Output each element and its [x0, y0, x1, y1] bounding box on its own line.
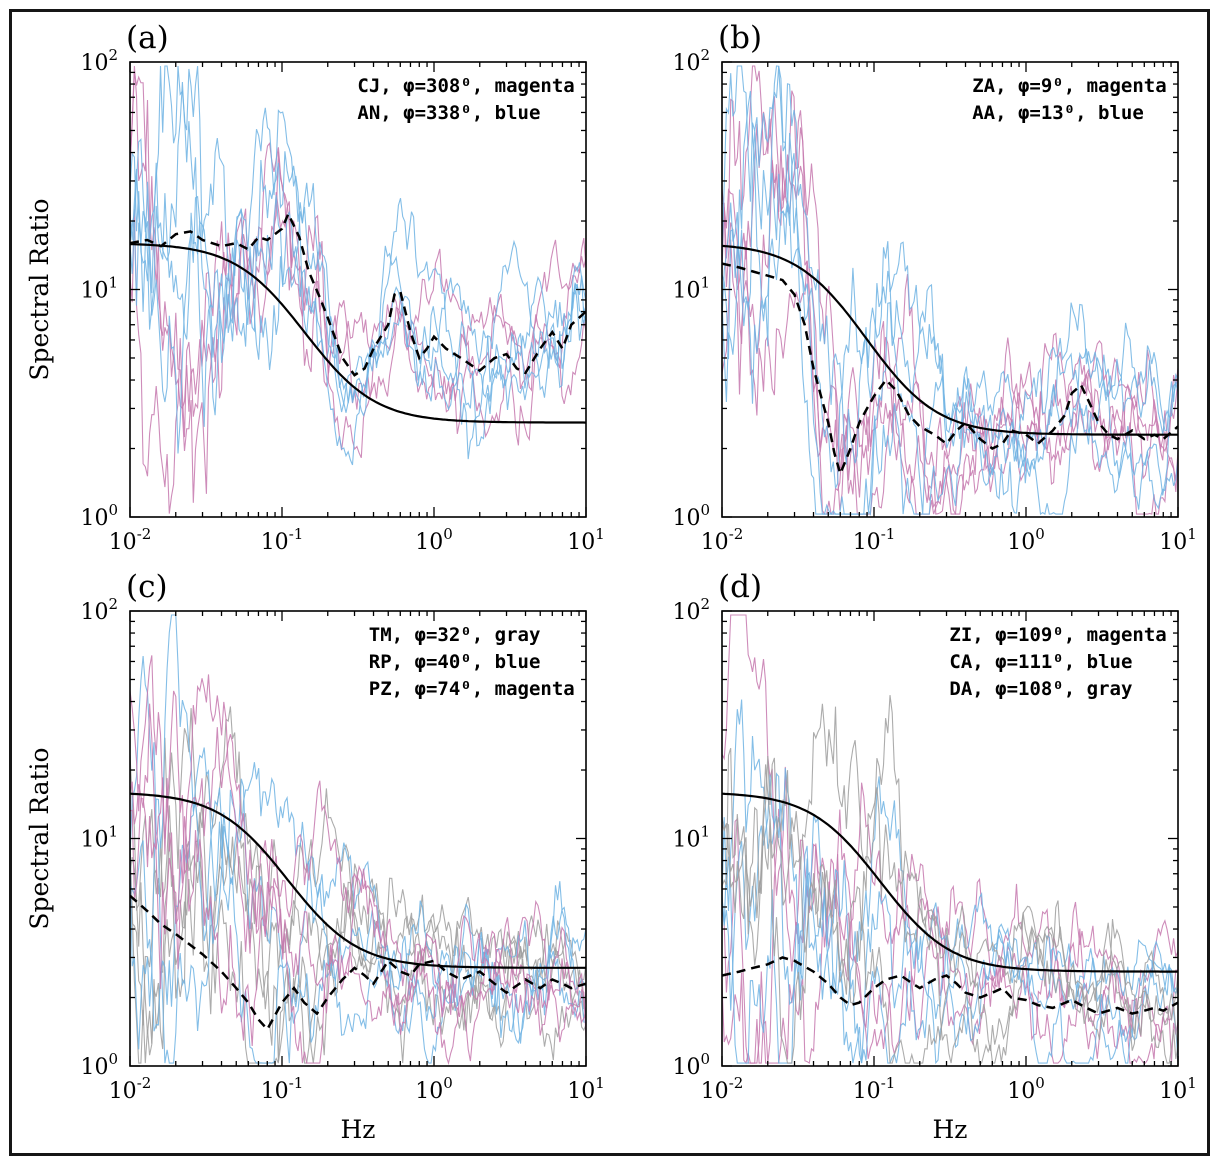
- x-tick-label: 101: [1159, 1074, 1197, 1104]
- legend-line: RP, φ=40⁰, blue: [369, 651, 541, 673]
- x-tick-label: 10-1: [853, 525, 896, 555]
- model-curve: [722, 792, 1178, 973]
- y-axis-label: Spectral Ratio: [25, 198, 54, 380]
- x-tick-label: 100: [1007, 1074, 1045, 1104]
- event-trace-blue: [722, 699, 1178, 1064]
- legend-line: AN, φ=338⁰, blue: [357, 102, 540, 124]
- average-curve: [130, 210, 586, 377]
- axis-ticks: [721, 610, 1179, 1067]
- event-trace-gray: [722, 806, 1178, 1064]
- y-tick-label: 101: [80, 823, 118, 853]
- legend-line: CJ, φ=308⁰, magenta: [357, 75, 574, 97]
- axis-ticks: [721, 61, 1179, 518]
- event-trace-gray: [722, 695, 1178, 1064]
- x-tick-label: 10-1: [853, 1074, 896, 1104]
- x-tick-label: 100: [415, 1074, 453, 1104]
- axis-ticks: [129, 610, 587, 1067]
- event-trace-magenta: [130, 71, 586, 503]
- axis-ticks: [129, 61, 587, 518]
- panel-label: (c): [126, 569, 168, 605]
- y-tick-label: 101: [672, 274, 710, 304]
- plot-area: [130, 65, 586, 514]
- legend-line: PZ, φ=74⁰, magenta: [369, 678, 575, 700]
- average-curve: [722, 956, 1178, 1015]
- event-trace-blue: [130, 614, 586, 1064]
- legend-line: DA, φ=108⁰, gray: [949, 678, 1132, 700]
- x-tick-label: 10-2: [109, 525, 152, 555]
- x-tick-label: 101: [567, 1074, 605, 1104]
- model-curve: [722, 244, 1178, 436]
- x-axis-label: Hz: [341, 1115, 376, 1144]
- legend-line: TM, φ=32⁰, gray: [369, 624, 541, 646]
- y-tick-label: 101: [672, 823, 710, 853]
- event-trace-blue: [130, 65, 586, 460]
- y-tick-label: 100: [672, 1050, 710, 1080]
- y-tick-label: 102: [672, 595, 710, 625]
- event-trace-magenta: [130, 655, 586, 1066]
- event-trace-magenta: [722, 809, 1178, 1065]
- model-curve: [130, 243, 586, 424]
- event-trace-gray: [130, 788, 586, 1049]
- x-axis-label: Hz: [933, 1115, 968, 1144]
- legend-line: AA, φ=13⁰, blue: [972, 102, 1144, 124]
- panel-grid: 10-2 10-1 100 101 100 101 102 (a) CJ, φ=308⁰, ma…: [18, 16, 1207, 1145]
- x-tick-label: 101: [1159, 525, 1197, 555]
- legend-line: ZA, φ=9⁰, magenta: [972, 75, 1166, 97]
- event-trace-blue: [130, 138, 586, 454]
- y-tick-label: 102: [80, 595, 118, 625]
- legend-line: ZI, φ=109⁰, magenta: [949, 624, 1166, 646]
- event-trace-magenta: [130, 674, 586, 1036]
- x-tick-label: 100: [1007, 525, 1045, 555]
- average-curve: [722, 262, 1178, 478]
- x-tick-label: 10-2: [109, 1074, 152, 1104]
- legend-line: CA, φ=111⁰, blue: [949, 651, 1132, 673]
- x-tick-label: 10-2: [701, 525, 744, 555]
- plot-area: [722, 65, 1178, 517]
- panel-a: 10-2 10-1 100 101 100 101 102 (a) CJ, φ=308⁰, ma…: [25, 20, 605, 555]
- plot-area: [722, 614, 1178, 1065]
- event-trace-magenta: [722, 111, 1178, 515]
- event-trace-blue: [722, 65, 1178, 515]
- plot-area: [130, 614, 586, 1066]
- x-tick-label: 10-1: [261, 1074, 304, 1104]
- y-tick-label: 100: [80, 501, 118, 531]
- x-tick-label: 101: [567, 525, 605, 555]
- panel-b: 10-2 10-1 100 101 100 101 102 (b) ZA, φ=9⁰, mage…: [672, 20, 1196, 555]
- event-trace-blue: [130, 747, 586, 1064]
- figure-frame: 10-2 10-1 100 101 100 101 102 (a) CJ, φ=308⁰, ma…: [9, 9, 1210, 1156]
- y-tick-label: 101: [80, 274, 118, 304]
- panel-label: (a): [126, 20, 169, 56]
- x-tick-label: 100: [415, 525, 453, 555]
- event-trace-blue: [722, 767, 1178, 1064]
- event-trace-magenta: [130, 777, 586, 1064]
- y-tick-label: 102: [80, 46, 118, 76]
- panel-c: 10-2 10-1 100 101 100 101 102 (c) TM, φ=32⁰, gra…: [25, 569, 605, 1144]
- panel-d: 10-2 10-1 100 101 100 101 102 (d) ZI, φ=109⁰, ma…: [672, 569, 1196, 1144]
- panel-label: (d): [718, 569, 762, 605]
- y-tick-label: 100: [672, 501, 710, 531]
- event-trace-blue: [722, 153, 1178, 515]
- y-tick-label: 102: [672, 46, 710, 76]
- model-curve: [130, 792, 586, 969]
- x-tick-label: 10-2: [701, 1074, 744, 1104]
- panel-label: (b): [718, 20, 762, 56]
- event-trace-blue: [130, 655, 586, 1064]
- x-tick-label: 10-1: [261, 525, 304, 555]
- y-tick-label: 100: [80, 1050, 118, 1080]
- event-trace-blue: [130, 65, 586, 447]
- event-trace-magenta: [722, 614, 1178, 1064]
- y-axis-label: Spectral Ratio: [25, 747, 54, 929]
- event-trace-magenta: [722, 188, 1178, 515]
